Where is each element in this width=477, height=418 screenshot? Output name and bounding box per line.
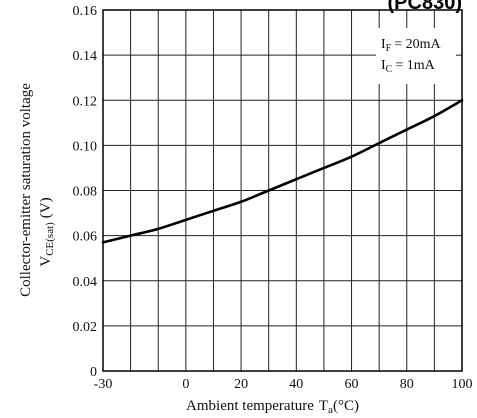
- y-tick-label: 0.12: [73, 94, 98, 109]
- y-tick-label: 0.08: [73, 185, 98, 200]
- x-axis-title: Ambient temperature Ta(°C): [186, 398, 359, 416]
- series-layer: [101, 98, 464, 244]
- x-tick-label: -30: [94, 377, 113, 392]
- x-tick-label: 80: [400, 377, 414, 392]
- y-axis-title: Collector-emitter saturation voltage: [18, 83, 34, 297]
- condition-forward-current: IF = 20mA: [381, 37, 442, 54]
- x-tick-label: 20: [234, 377, 248, 392]
- y-tick-label: 0.06: [73, 230, 98, 245]
- y-tick-label: 0.04: [73, 275, 98, 290]
- x-tick-label: 60: [345, 377, 359, 392]
- x-tick-label: 40: [289, 377, 303, 392]
- legend-background: [376, 28, 456, 84]
- y-tick-label: 0.14: [73, 49, 98, 64]
- y-axis-symbol: VCE(sat)(V): [38, 197, 56, 266]
- x-tick-label: 0: [182, 377, 189, 392]
- series-line-0: [101, 98, 464, 244]
- y-tick-label: 0.10: [73, 139, 98, 154]
- x-tick-label: 100: [452, 377, 473, 392]
- y-tick-label: 0.02: [73, 320, 98, 335]
- conditions-legend: IF = 20mA IC = 1mA: [376, 28, 456, 84]
- y-tick-label: 0: [90, 365, 97, 380]
- condition-collector-current: IC = 1mA: [381, 58, 436, 75]
- plot-frame: [102, 9, 463, 372]
- tick-labels: 00.020.040.060.080.100.120.140.16-30 0 20 4…: [73, 4, 473, 392]
- chart-header: (PC830): [388, 0, 462, 14]
- axis-titles: Ambient temperature Ta(°C) Collector-emitt…: [18, 83, 359, 416]
- y-tick-label: 0.16: [73, 4, 98, 19]
